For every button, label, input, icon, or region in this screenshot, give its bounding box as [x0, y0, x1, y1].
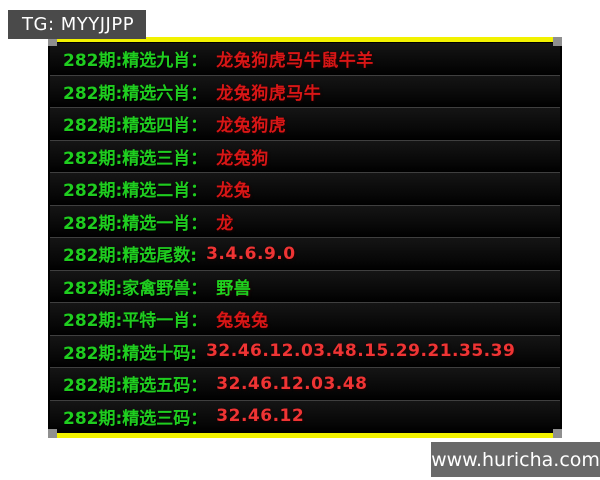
row-value: 32.46.12.03.48.15.29.21.35.39 — [206, 341, 516, 362]
row-value: 3.4.6.9.0 — [206, 243, 296, 264]
row-value: 32.46.12 — [216, 406, 305, 427]
panel-corner-top-right — [553, 37, 562, 46]
row-label: 282期:精选三码： — [63, 408, 208, 429]
predictions-panel: 282期:精选九肖： 龙兔狗虎马牛鼠牛羊 282期:精选六肖： 龙兔狗虎马牛 2… — [48, 37, 562, 438]
row-label: 282期:精选六肖： — [63, 83, 208, 104]
panel-top-accent-stripe — [57, 37, 553, 42]
prediction-rows: 282期:精选九肖： 龙兔狗虎马牛鼠牛羊 282期:精选六肖： 龙兔狗虎马牛 2… — [50, 43, 560, 432]
row-label: 282期:精选二肖： — [63, 181, 208, 202]
row-label: 282期:精选十码: — [63, 343, 198, 364]
prediction-row: 282期:精选尾数: 3.4.6.9.0 — [50, 238, 560, 271]
prediction-row: 282期:精选十码: 32.46.12.03.48.15.29.21.35.39 — [50, 335, 560, 368]
prediction-row: 282期:家禽野兽： 野兽 — [50, 270, 560, 303]
row-value: 野兽 — [216, 278, 252, 299]
row-label: 282期:精选四肖： — [63, 116, 208, 137]
prediction-row: 282期:精选三码： 32.46.12 — [50, 400, 560, 432]
row-value: 龙兔狗虎马牛 — [216, 83, 322, 104]
row-label: 282期:精选尾数: — [63, 246, 198, 267]
website-badge[interactable]: www.huricha.com — [431, 442, 600, 477]
row-value: 龙兔狗 — [216, 148, 269, 169]
row-value: 龙兔狗虎 — [216, 116, 287, 137]
prediction-row: 282期:精选一肖： 龙 — [50, 205, 560, 238]
panel-corner-bottom-right — [553, 429, 562, 438]
row-label: 282期:家禽野兽： — [63, 278, 208, 299]
prediction-row: 282期:精选二肖： 龙兔 — [50, 173, 560, 206]
row-label: 282期:精选九肖： — [63, 51, 208, 72]
prediction-row: 282期:平特一肖： 兔兔兔 — [50, 303, 560, 336]
panel-bottom-accent-stripe — [57, 433, 553, 438]
prediction-row: 282期:精选四肖： 龙兔狗虎 — [50, 108, 560, 141]
prediction-row: 282期:精选三肖： 龙兔狗 — [50, 140, 560, 173]
prediction-row: 282期:精选六肖： 龙兔狗虎马牛 — [50, 75, 560, 108]
telegram-badge-label: TG: MYYJJPP — [22, 14, 135, 35]
row-value: 兔兔兔 — [216, 311, 269, 332]
row-value: 龙兔狗虎马牛鼠牛羊 — [216, 51, 374, 72]
row-label: 282期:精选三肖： — [63, 148, 208, 169]
prediction-row: 282期:精选五码： 32.46.12.03.48 — [50, 368, 560, 401]
panel-corner-bottom-left — [48, 429, 57, 438]
row-value: 龙 — [216, 213, 234, 234]
prediction-row: 282期:精选九肖： 龙兔狗虎马牛鼠牛羊 — [50, 43, 560, 76]
row-value: 32.46.12.03.48 — [216, 373, 368, 394]
website-badge-label: www.huricha.com — [431, 448, 600, 471]
row-label: 282期:精选五码： — [63, 376, 208, 397]
row-value: 龙兔 — [216, 181, 252, 202]
row-label: 282期:精选一肖： — [63, 213, 208, 234]
telegram-badge[interactable]: TG: MYYJJPP — [8, 10, 146, 39]
row-label: 282期:平特一肖： — [63, 311, 208, 332]
panel-corner-top-left — [48, 37, 57, 46]
